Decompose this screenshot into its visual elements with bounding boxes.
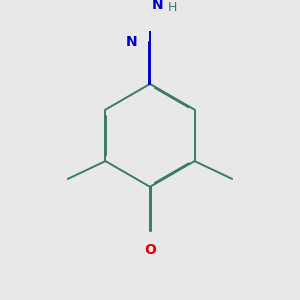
Text: N: N xyxy=(125,35,137,50)
Text: N: N xyxy=(152,0,164,12)
Text: O: O xyxy=(144,243,156,257)
Text: H: H xyxy=(168,1,177,14)
